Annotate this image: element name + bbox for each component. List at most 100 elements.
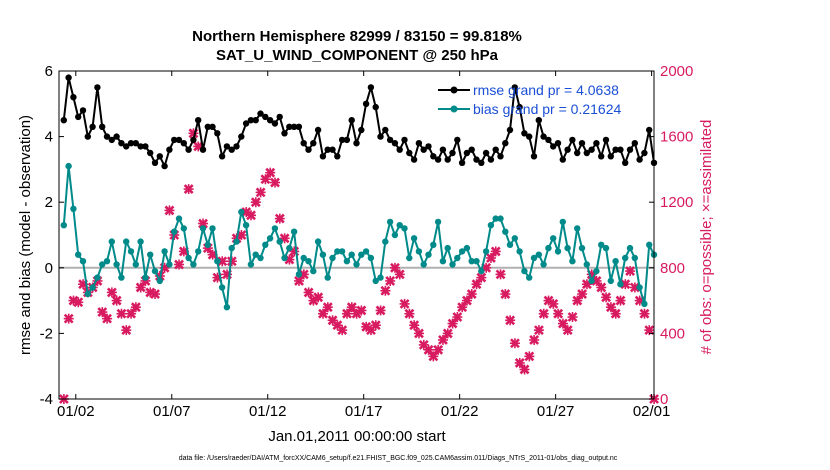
chart-title-line1: Northern Hemisphere 82999 / 83150 = 99.8… xyxy=(192,28,522,45)
obs-count-marker xyxy=(198,218,209,229)
bias-point xyxy=(502,228,509,235)
right-y-axis-label: # of obs: o=possible; ×=assimilated xyxy=(698,120,715,355)
rmse-point xyxy=(257,110,264,117)
bias-point xyxy=(257,254,264,262)
bias-point xyxy=(646,241,653,248)
x-tick-label: 01/02 xyxy=(57,403,95,420)
rmse-point xyxy=(242,120,250,127)
bias-point xyxy=(545,244,552,252)
bias-point xyxy=(607,277,614,285)
obs-count-marker xyxy=(495,269,506,280)
obs-count-marker xyxy=(356,305,367,316)
rmse-point xyxy=(218,153,226,160)
data-file-footnote: data file: /Users/raeder/DAI/ATM_forcXX/… xyxy=(179,455,618,462)
bias-point xyxy=(343,258,351,265)
bias-point xyxy=(487,222,495,229)
rmse-point xyxy=(463,149,471,157)
rmse-point xyxy=(406,149,413,157)
rmse-point xyxy=(348,117,355,124)
bias-point xyxy=(195,248,202,255)
obs-count-marker xyxy=(533,325,544,336)
bias-point xyxy=(329,254,336,262)
bias-point xyxy=(242,222,250,229)
obs-count-marker xyxy=(577,289,588,300)
bias-point xyxy=(454,254,461,262)
rmse-point xyxy=(276,113,283,121)
bias-point xyxy=(583,261,590,268)
bias-point xyxy=(578,244,586,252)
rmse-point xyxy=(353,140,360,147)
obs-count-marker xyxy=(466,289,477,300)
bias-point xyxy=(204,241,211,248)
bias-point xyxy=(511,235,518,242)
bias-point xyxy=(151,267,159,275)
rmse-point xyxy=(401,136,408,144)
bias-point xyxy=(262,241,269,248)
rmse-point xyxy=(75,113,82,121)
rmse-point xyxy=(175,136,183,144)
rmse-point xyxy=(516,103,523,111)
x-tick-label: 01/27 xyxy=(537,403,575,420)
rmse-point xyxy=(60,117,67,124)
bias-point xyxy=(266,235,274,242)
obs-count-marker xyxy=(274,213,285,224)
bias-point xyxy=(113,261,120,268)
rmse-series-layer xyxy=(60,74,658,170)
rmse-point xyxy=(233,143,240,150)
obs-count-marker xyxy=(303,287,314,298)
rmse-point xyxy=(454,136,461,144)
bias-point xyxy=(94,274,101,281)
left-tick-label: 4 xyxy=(45,129,53,146)
left-tick-label: -2 xyxy=(40,325,53,342)
rmse-point xyxy=(382,126,389,134)
bias-point xyxy=(415,248,423,255)
bias-point xyxy=(89,284,96,291)
bias-point xyxy=(310,267,317,275)
bias-point xyxy=(372,277,379,285)
rmse-point xyxy=(214,130,221,137)
bias-point xyxy=(305,258,312,265)
rmse-point xyxy=(223,143,231,150)
bias-point xyxy=(156,277,163,285)
rmse-point xyxy=(482,149,490,157)
rmse-point xyxy=(487,156,495,163)
bias-point xyxy=(70,205,77,212)
bias-point xyxy=(79,258,87,265)
rmse-point xyxy=(358,126,365,134)
rmse-point xyxy=(535,117,542,124)
bias-point xyxy=(132,261,139,268)
rmse-point xyxy=(305,146,312,153)
bias-point xyxy=(233,238,240,245)
rmse-point xyxy=(329,146,336,153)
rmse-point xyxy=(314,126,322,134)
right-tick-label: 2000 xyxy=(660,63,693,80)
bias-point xyxy=(223,304,231,311)
rmse-point xyxy=(161,162,168,170)
x-tick-label: 01/17 xyxy=(345,403,383,420)
obs-count-marker xyxy=(490,246,501,257)
chart-title-line2: SAT_U_WIND_COMPONENT @ 250 hPa xyxy=(216,47,499,64)
bias-point xyxy=(276,238,283,245)
bias-point xyxy=(180,225,187,232)
obs-count-marker xyxy=(63,313,74,324)
x-tick-label: 01/22 xyxy=(441,403,479,420)
obs-count-marker xyxy=(476,272,487,283)
obs-count-marker xyxy=(553,308,564,319)
rmse-point xyxy=(468,146,475,153)
bias-point xyxy=(550,235,557,242)
obs-count-marker xyxy=(529,334,540,345)
rmse-point xyxy=(343,136,351,144)
bias-point xyxy=(636,284,643,291)
rmse-point xyxy=(497,153,504,160)
rmse-point xyxy=(444,156,451,163)
rmse-point xyxy=(564,146,571,153)
obs-count-marker xyxy=(404,308,415,319)
rmse-point xyxy=(631,140,638,147)
rmse-point xyxy=(377,133,384,140)
rmse-point xyxy=(209,123,216,130)
bias-point xyxy=(228,244,235,252)
obs-count-marker xyxy=(394,269,405,280)
right-tick-label: 400 xyxy=(660,325,685,342)
rmse-point xyxy=(578,140,586,147)
bias-point xyxy=(190,261,197,268)
